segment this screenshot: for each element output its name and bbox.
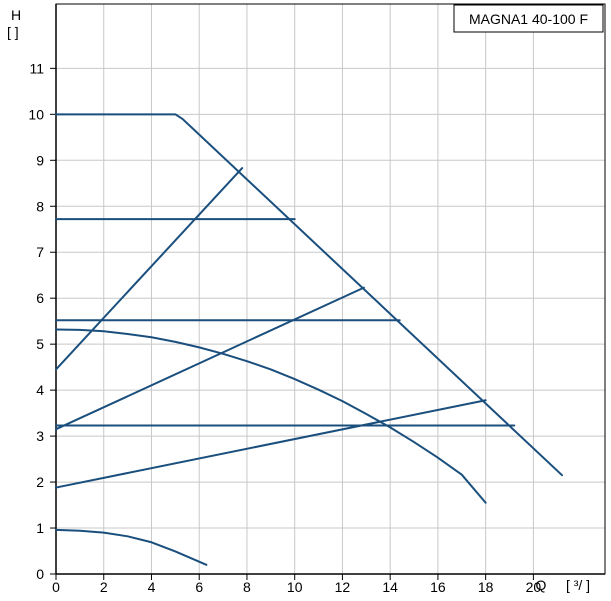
series-line-4 <box>55 167 244 371</box>
series-line-6 <box>55 399 487 489</box>
x-tick-label-2: 4 <box>148 579 156 595</box>
y-tick-label-9: 9 <box>36 152 44 168</box>
grid-layer <box>56 4 605 574</box>
x-axis-symbol: Q <box>536 577 547 593</box>
x-tick-label-1: 2 <box>100 579 108 595</box>
y-tick-label-2: 2 <box>36 474 44 490</box>
y-tick-label-1: 1 <box>36 520 44 536</box>
x-tick-label-10: 20 <box>526 579 542 595</box>
x-tick-label-7: 14 <box>382 579 398 595</box>
y-tick-label-3: 3 <box>36 428 44 444</box>
series-layer <box>55 113 564 566</box>
x-axis-unit: [ ³/ ] <box>566 577 590 593</box>
x-tick-label-0: 0 <box>52 579 60 595</box>
series-line-7 <box>55 328 487 504</box>
series-line-5 <box>55 286 365 431</box>
series-line-0 <box>55 113 564 477</box>
legend-box: MAGNA1 40-100 F <box>453 4 604 33</box>
y-tick-label-8: 8 <box>36 198 44 214</box>
y-tick-label-0: 0 <box>36 566 44 582</box>
y-axis-unit: [ ] <box>7 24 19 40</box>
y-axis-symbol: H <box>11 7 21 23</box>
y-tick-label-10: 10 <box>28 106 44 122</box>
y-tick-label-4: 4 <box>36 382 44 398</box>
x-tick-label-5: 10 <box>287 579 303 595</box>
legend-border <box>453 4 604 33</box>
legend-label: MAGNA1 40-100 F <box>469 11 588 27</box>
x-tick-label-4: 8 <box>243 579 251 595</box>
y-tick-label-6: 6 <box>36 290 44 306</box>
x-tick-label-9: 18 <box>478 579 494 595</box>
series-line-8 <box>55 528 208 566</box>
x-tick-label-3: 6 <box>195 579 203 595</box>
y-tick-label-5: 5 <box>36 336 44 352</box>
y-tick-label-11: 11 <box>29 60 44 76</box>
x-tick-label-8: 16 <box>430 579 446 595</box>
plot-frame <box>55 3 606 575</box>
x-tick-label-6: 12 <box>335 579 351 595</box>
y-tick-label-7: 7 <box>36 244 44 260</box>
